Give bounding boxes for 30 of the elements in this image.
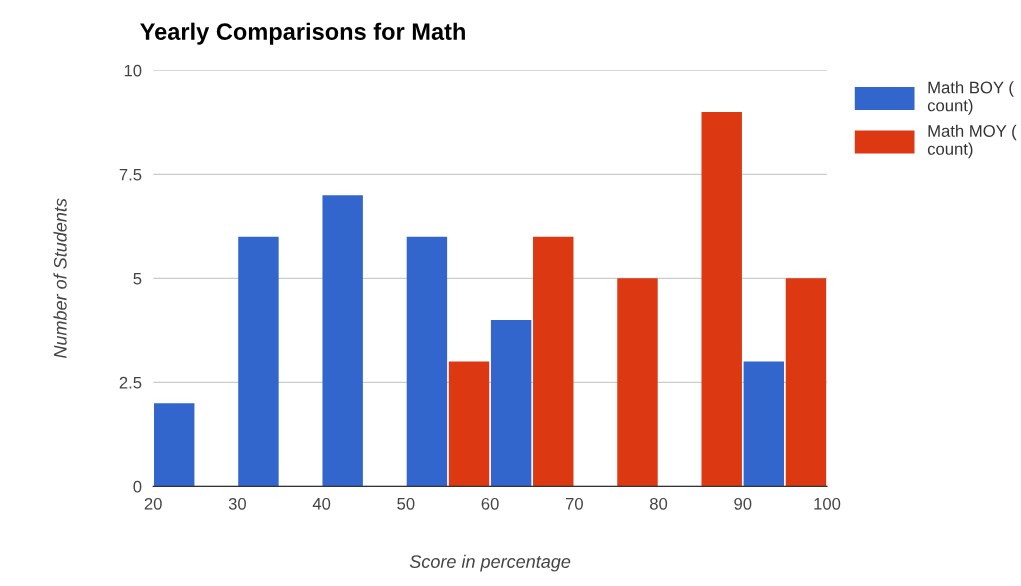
legend-label: Math BOY ( count) (927, 81, 1014, 115)
x-tick-label: 60 (481, 497, 499, 510)
bar (406, 236, 448, 487)
x-axis-title: Score in percentage (409, 554, 571, 572)
bar (701, 111, 742, 487)
bar (322, 195, 363, 487)
bar (448, 361, 490, 487)
x-tick-label: 50 (397, 497, 415, 510)
y-tick-label: 10 (124, 64, 142, 77)
bar (238, 236, 279, 487)
x-tick-label: 40 (312, 497, 331, 510)
x-tick-label: 90 (734, 497, 752, 510)
x-tick-label: 20 (144, 497, 162, 510)
bar (743, 361, 785, 487)
bar (617, 278, 658, 487)
bar (153, 403, 195, 487)
x-tick-label: 100 (814, 497, 841, 510)
bar (533, 236, 574, 487)
x-tick-label: 30 (228, 497, 246, 510)
y-tick-label: 2.5 (119, 376, 142, 389)
legend-label: Math MOY ( count) (927, 124, 1017, 159)
x-tick-label: 70 (565, 497, 583, 510)
y-tick-label: 0 (133, 480, 142, 493)
y-tick-label: 7.5 (119, 168, 142, 181)
chart-title: Yearly Comparisons for Math (140, 22, 465, 45)
y-tick-label: 5 (133, 272, 142, 285)
bar (785, 278, 827, 487)
bar (490, 319, 532, 487)
y-axis-title: Number of Students (53, 198, 67, 359)
x-tick-label: 80 (650, 497, 668, 510)
